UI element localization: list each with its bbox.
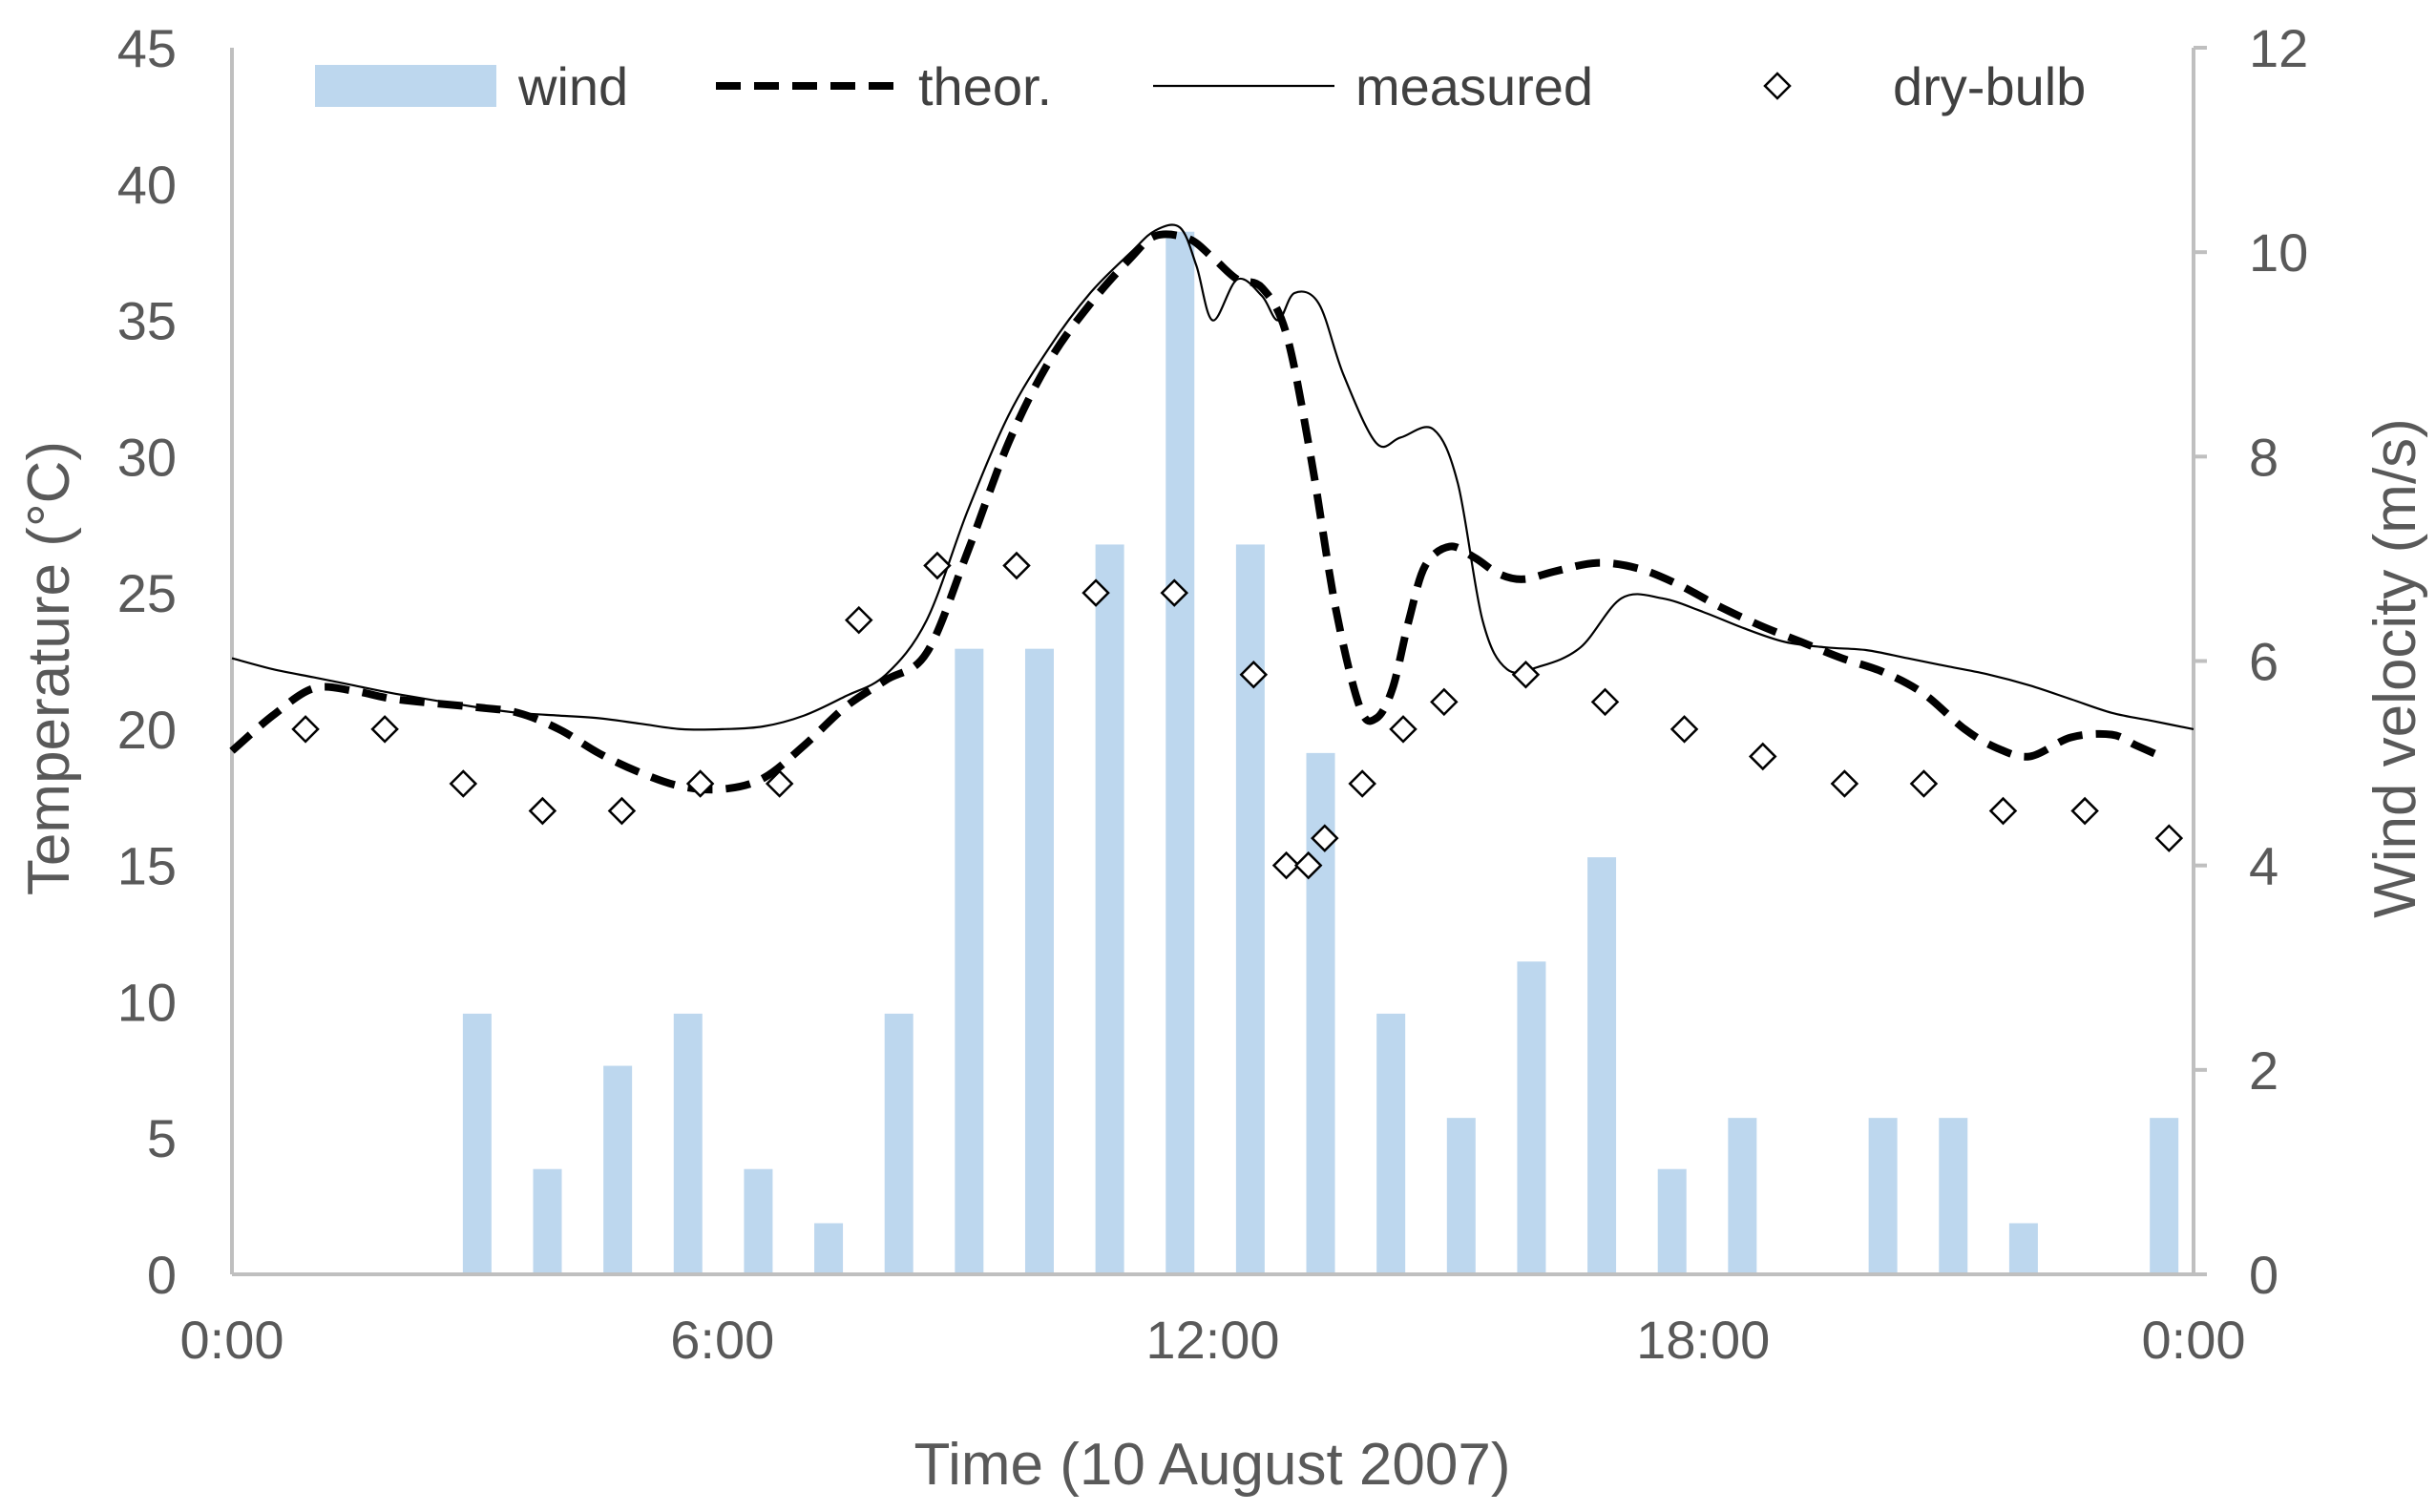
dry-bulb-marker — [1239, 661, 1269, 689]
y-right-tick-label: 8 — [2249, 427, 2278, 487]
y-left-tick-label: 5 — [147, 1108, 177, 1168]
line-series — [229, 223, 2194, 794]
wind-bar — [462, 1013, 492, 1274]
dry-bulb-marker — [1002, 551, 1031, 580]
dry-bulb-marker — [1311, 824, 1339, 852]
dry-bulb-marker — [1988, 796, 2018, 826]
dry-bulb-marker — [1160, 578, 1189, 607]
dry-bulb-marker — [1293, 850, 1323, 880]
dry-bulb-markers — [291, 551, 2184, 880]
wind-bar — [1235, 544, 1265, 1274]
y-left-tick-label: 35 — [117, 291, 177, 351]
x-tick-label: 0:00 — [180, 1310, 284, 1370]
legend-wind-label: wind — [517, 56, 628, 116]
wind-bar — [1166, 231, 1195, 1274]
y-left-tick-label: 10 — [117, 972, 177, 1032]
y-right-tick-label: 10 — [2249, 222, 2308, 283]
tick-labels: 0 5 10 15 20 25 30 35 40 45 0 2 4 6 8 10 12 0:00 6:00 12:00… — [117, 18, 2309, 1370]
wind-bar — [1587, 857, 1617, 1274]
x-tick-label: 0:00 — [2142, 1310, 2246, 1370]
wind-bar — [1376, 1013, 1406, 1274]
dry-bulb-marker — [449, 769, 478, 798]
y-left-tick-label: 30 — [117, 427, 177, 487]
wind-bar — [955, 648, 984, 1274]
measured-line — [231, 223, 2194, 731]
dry-bulb-marker — [528, 796, 557, 826]
dry-bulb-marker — [1909, 769, 1939, 798]
wind-bar — [673, 1013, 703, 1274]
dry-bulb-marker — [765, 769, 794, 798]
wind-bar — [1024, 648, 1054, 1274]
y-left-tick-label: 15 — [117, 836, 177, 896]
x-tick-label: 12:00 — [1145, 1310, 1279, 1370]
wind-bar — [884, 1013, 914, 1274]
wind-bar — [744, 1168, 773, 1274]
dry-bulb-marker — [1271, 850, 1301, 880]
y-right-tick-label: 12 — [2249, 18, 2308, 78]
x-tick-label: 6:00 — [670, 1310, 774, 1370]
dry-bulb-marker — [923, 551, 952, 580]
y-right-tick-label: 2 — [2249, 1040, 2278, 1101]
dry-bulb-marker — [291, 715, 320, 744]
dry-bulb-marker — [1511, 661, 1541, 689]
dry-bulb-marker — [1830, 769, 1859, 798]
wind-bar — [533, 1168, 562, 1274]
legend-drybulb-swatch — [1763, 72, 1792, 100]
x-axis-title: Time (10 August 2007) — [914, 1432, 1511, 1498]
legend-drybulb-label: dry-bulb — [1893, 56, 2086, 116]
legend-theor-label: theor. — [918, 56, 1052, 116]
wind-bar — [1446, 1118, 1476, 1274]
wind-bar — [1517, 961, 1546, 1274]
y-right-tick-label: 6 — [2249, 632, 2278, 692]
y-right-axis-title: Wind velocity (m/s) — [2362, 418, 2428, 918]
dry-bulb-marker — [844, 605, 873, 635]
y-left-tick-label: 20 — [117, 700, 177, 760]
wind-bar — [1657, 1168, 1687, 1274]
dry-bulb-marker — [1430, 687, 1459, 717]
wind-bar — [1728, 1118, 1757, 1274]
dry-bulb-marker — [1748, 742, 1777, 771]
legend-wind-swatch — [315, 65, 496, 107]
dry-bulb-marker — [1670, 715, 1699, 744]
wind-bars — [462, 231, 2179, 1274]
dry-bulb-marker — [1590, 687, 1620, 717]
y-left-tick-label: 0 — [147, 1245, 177, 1305]
y-left-axis-title: Temperature (°C) — [16, 441, 82, 895]
x-tick-label: 18:00 — [1636, 1310, 1770, 1370]
wind-bar — [1868, 1118, 1898, 1274]
wind-bar — [603, 1065, 633, 1274]
dry-bulb-marker — [607, 796, 637, 826]
dry-bulb-marker — [2154, 824, 2184, 852]
y-right-tick-label: 0 — [2249, 1245, 2278, 1305]
axes — [230, 46, 2207, 1276]
wind-bar — [2008, 1223, 2038, 1274]
wind-bar — [814, 1223, 844, 1274]
dry-bulb-marker — [1389, 715, 1418, 744]
legend-measured-label: measured — [1355, 56, 1593, 116]
wind-bar — [1095, 544, 1124, 1274]
dry-bulb-marker — [1082, 578, 1110, 607]
legend: wind theor. measured dry-bulb — [315, 56, 2086, 116]
dry-bulb-marker — [685, 769, 715, 798]
wind-bar — [2150, 1118, 2179, 1274]
y-left-tick-label: 25 — [117, 563, 177, 623]
theor-line — [229, 230, 2163, 794]
y-left-tick-label: 45 — [117, 18, 177, 78]
wind-bar — [1939, 1118, 1968, 1274]
dry-bulb-marker — [370, 715, 399, 744]
y-left-tick-label: 40 — [117, 155, 177, 215]
dry-bulb-marker — [1348, 769, 1376, 798]
y-right-tick-label: 4 — [2249, 836, 2278, 896]
dry-bulb-marker — [2070, 796, 2099, 826]
